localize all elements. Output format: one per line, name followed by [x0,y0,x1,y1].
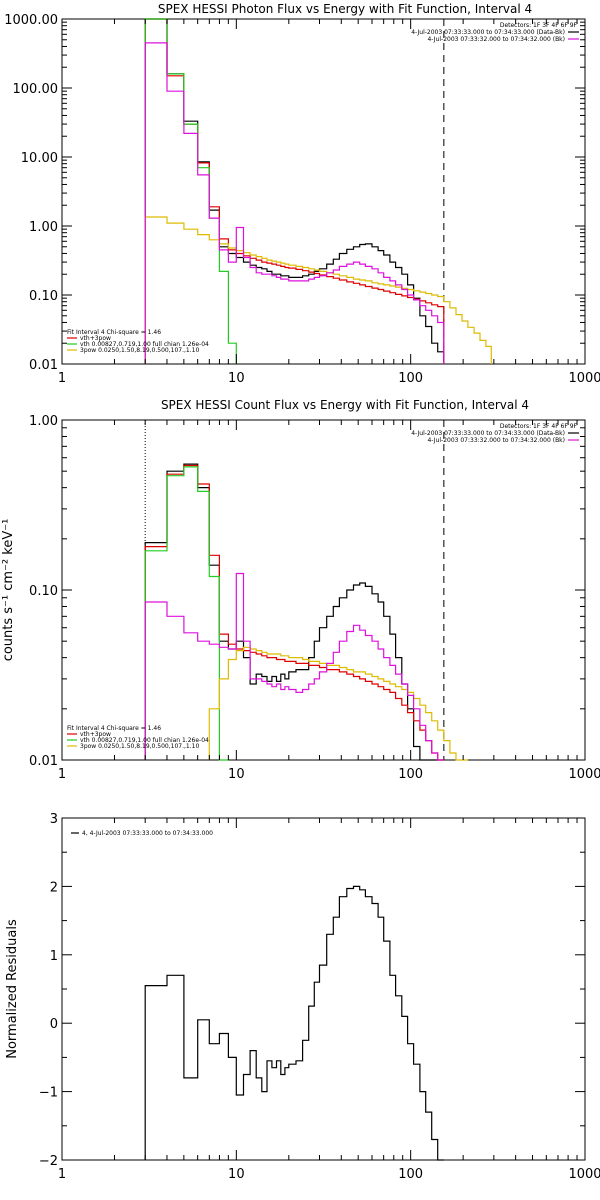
series-line-black [144,463,444,761]
series-line-green [144,18,237,364]
legend-entry: vth 0.00827,0.719,1.00 full chian 1.26e-… [80,341,209,348]
legend-entry: vth 0.00827,0.719,1.00 full chian 1.26e-… [80,737,209,744]
x-tick-label: 1000 [568,1167,600,1182]
legend-entry: Detectors: 1F 3F 4F 6F 9F [500,423,578,430]
y-tick-label: 1000.00 [4,13,58,28]
x-tick-label: 100 [398,1167,423,1182]
legend-entry: vth+3pow [80,731,111,738]
count-flux-panel: SPEX HESSI Count Flux vs Energy with Fit… [1,398,600,782]
y-tick-label: 0.01 [29,754,58,769]
residuals-panel: Normalized Residuals 1 10 100 1000−2−10123 … [5,812,600,1182]
legend-entry: Fit Interval 4 Chi-square = 1.46 [67,329,161,336]
y-tick-label: 10.00 [21,151,58,166]
plot-frame [61,18,586,365]
x-tick-label: 100 [398,371,423,386]
legend-entry: 3pow 0.0250,1.50,8.19,0.500,107.,1.10 [80,347,199,354]
x-tick-label: 1 [58,767,66,782]
legend-entry: Fit Interval 4 Chi-square = 1.46 [67,725,161,732]
y-axis-label: counts s⁻¹ cm⁻² keV⁻¹ [1,519,16,662]
legend-entry: 4-Jul-2003 07:33:33.000 to 07:34:33.000 … [411,29,565,36]
y-tick-label: −1 [39,1086,58,1101]
chart-title: SPEX HESSI Photon Flux vs Energy with Fi… [158,2,532,16]
y-tick-label: 100.00 [13,82,59,97]
legend-entry: 4-Jul-2003 07:33:33.000 to 07:34:33.000 … [411,430,565,437]
legend-entry: vth+3pow [80,335,111,342]
y-tick-label: 1 [50,949,58,964]
series-line-green [144,466,229,761]
series-line-red [144,464,444,761]
legend-entry: 4-Jul-2003 07:33:32.000 to 07:34:32.000 … [427,36,565,43]
series-line-red [144,18,445,364]
y-tick-label: 0.10 [29,584,58,599]
y-tick-label: 0.01 [29,358,58,373]
y-tick-label: 1.00 [29,220,58,235]
photon-flux-panel: SPEX HESSI Photon Flux vs Energy with Fi… [4,2,600,386]
series-line-magenta [144,572,444,761]
y-axis-label: Normalized Residuals [5,919,20,1059]
series-line-magenta [144,42,445,364]
x-tick-label: 1000 [568,767,600,782]
x-tick-label: 10 [228,767,245,782]
y-tick-label: 3 [50,812,58,827]
legend-entry: 3pow 0.0250,1.50,8.19,0.500,107.,1.10 [80,743,199,750]
plot-frame [61,817,586,1161]
y-tick-label: 2 [50,880,58,895]
series-line-yellow [208,646,468,761]
y-tick-label: 0 [50,1017,58,1032]
y-tick-label: −2 [39,1154,58,1169]
series-line-black [144,18,445,364]
plot-frame [61,419,586,761]
x-tick-label: 1000 [568,371,600,386]
legend-entry: 4, 4-Jul-2003 07:33:33.000 to 07:34:33.0… [82,830,213,837]
x-tick-label: 10 [228,371,245,386]
legend-entry: Detectors: 1F 3F 4F 6F 9F [500,22,578,29]
chart-title: SPEX HESSI Count Flux vs Energy with Fit… [161,398,529,412]
x-tick-label: 10 [228,1167,245,1182]
x-tick-label: 1 [58,371,66,386]
x-tick-label: 100 [398,767,423,782]
legend-entry: 4-Jul-2003 07:33:32.000 to 07:34:32.000 … [427,437,565,444]
x-tick-label: 1 [58,1167,66,1182]
y-tick-label: 0.10 [29,289,58,304]
series-line-black [144,885,444,1161]
y-tick-label: 1.00 [29,414,58,429]
